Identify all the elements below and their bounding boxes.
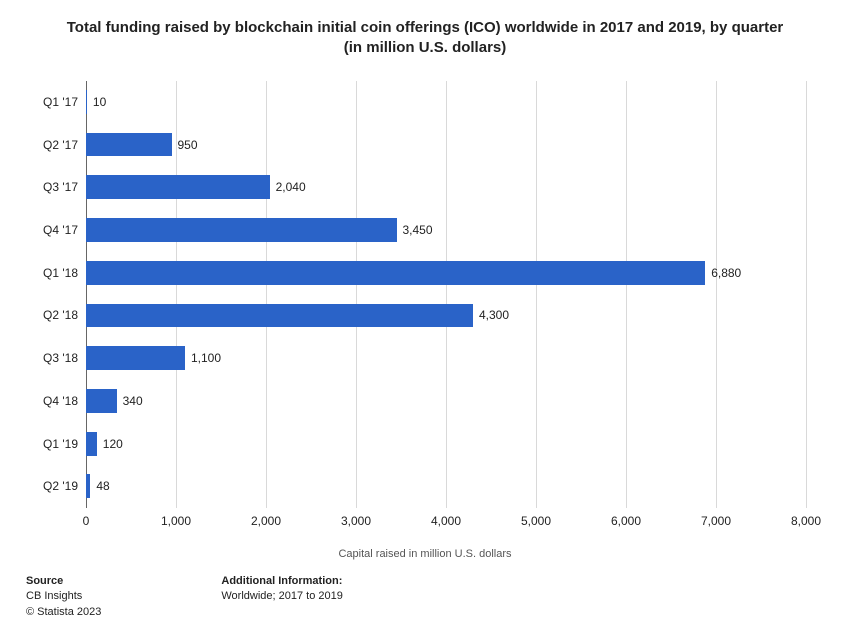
bars-group: Q1 '1710 Q2 '17950 Q3 '172,040 Q4 '173,450 Q…	[86, 81, 806, 508]
bar-row: Q1 '186,880	[86, 254, 806, 292]
bar-row: Q3 '181,100	[86, 339, 806, 377]
bar-row: Q4 '173,450	[86, 211, 806, 249]
bar-row: Q2 '184,300	[86, 296, 806, 334]
bar-row: Q1 '19120	[86, 424, 806, 462]
bar-rect	[86, 261, 705, 285]
bar-value-label: 48	[96, 479, 109, 493]
bar-row: Q2 '1948	[86, 467, 806, 505]
bar-value-label: 340	[123, 394, 143, 408]
x-axis-label: Capital raised in million U.S. dollars	[24, 548, 826, 560]
category-label: Q4 '18	[43, 394, 78, 408]
category-label: Q2 '17	[43, 138, 78, 152]
bar-rect	[86, 218, 397, 242]
category-label: Q1 '17	[43, 95, 78, 109]
plot-area: 01,0002,0003,0004,0005,0006,0007,0008,00…	[86, 73, 806, 538]
additional-heading: Additional Information:	[221, 574, 343, 589]
copyright: © Statista 2023	[26, 605, 101, 620]
bar-row: Q2 '17950	[86, 125, 806, 163]
bar-value-label: 4,300	[479, 308, 509, 322]
bar-row: Q3 '172,040	[86, 168, 806, 206]
x-tick-label: 2,000	[251, 514, 281, 528]
bar-rect	[86, 304, 473, 328]
bar-value-label: 120	[103, 437, 123, 451]
bar-value-label: 1,100	[191, 351, 221, 365]
category-label: Q2 '18	[43, 308, 78, 322]
additional-info-block: Additional Information: Worldwide; 2017 …	[221, 574, 343, 620]
bar-value-label: 2,040	[276, 180, 306, 194]
category-label: Q4 '17	[43, 223, 78, 237]
x-tick-label: 8,000	[791, 514, 821, 528]
chart-container: Total funding raised by blockchain initi…	[0, 0, 850, 632]
category-label: Q1 '19	[43, 437, 78, 451]
bar-row: Q1 '1710	[86, 83, 806, 121]
bar-row: Q4 '18340	[86, 382, 806, 420]
category-label: Q3 '17	[43, 180, 78, 194]
x-tick-label: 0	[83, 514, 90, 528]
bar-rect	[86, 474, 90, 498]
category-label: Q1 '18	[43, 266, 78, 280]
source-heading: Source	[26, 574, 101, 589]
x-tick-label: 5,000	[521, 514, 551, 528]
category-label: Q3 '18	[43, 351, 78, 365]
source-name: CB Insights	[26, 589, 101, 604]
bar-value-label: 10	[93, 95, 106, 109]
x-tick-label: 4,000	[431, 514, 461, 528]
x-tick-label: 6,000	[611, 514, 641, 528]
chart-footer: Source CB Insights © Statista 2023 Addit…	[24, 574, 826, 620]
x-tick-label: 1,000	[161, 514, 191, 528]
source-block: Source CB Insights © Statista 2023	[26, 574, 101, 620]
x-tick-label: 3,000	[341, 514, 371, 528]
chart-title: Total funding raised by blockchain initi…	[24, 18, 826, 59]
bar-rect	[86, 90, 87, 114]
bar-rect	[86, 346, 185, 370]
bar-rect	[86, 389, 117, 413]
bar-rect	[86, 133, 172, 157]
bar-value-label: 3,450	[403, 223, 433, 237]
gridline	[806, 81, 807, 508]
additional-text: Worldwide; 2017 to 2019	[221, 589, 343, 604]
bar-rect	[86, 432, 97, 456]
category-label: Q2 '19	[43, 479, 78, 493]
bar-value-label: 950	[178, 138, 198, 152]
bar-rect	[86, 175, 270, 199]
bar-value-label: 6,880	[711, 266, 741, 280]
x-tick-label: 7,000	[701, 514, 731, 528]
